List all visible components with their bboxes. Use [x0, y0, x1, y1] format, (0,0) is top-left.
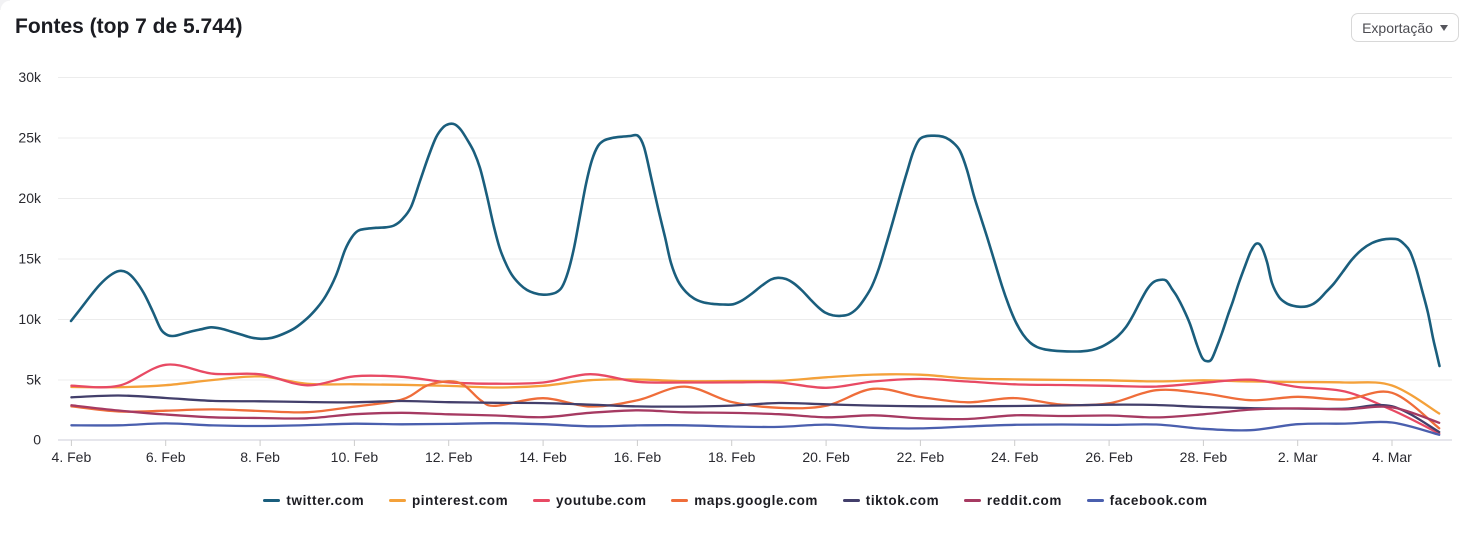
svg-text:5k: 5k: [26, 372, 42, 388]
svg-text:12. Feb: 12. Feb: [425, 449, 473, 465]
svg-text:15k: 15k: [18, 251, 42, 267]
svg-text:25k: 25k: [18, 130, 42, 146]
svg-text:20. Feb: 20. Feb: [802, 449, 850, 465]
svg-text:14. Feb: 14. Feb: [519, 449, 567, 465]
svg-text:0: 0: [33, 432, 41, 448]
svg-text:20k: 20k: [18, 190, 42, 206]
svg-text:8. Feb: 8. Feb: [240, 449, 280, 465]
svg-text:4. Mar: 4. Mar: [1372, 449, 1412, 465]
svg-text:24. Feb: 24. Feb: [991, 449, 1039, 465]
svg-text:10. Feb: 10. Feb: [331, 449, 379, 465]
svg-text:22. Feb: 22. Feb: [897, 449, 945, 465]
svg-text:16. Feb: 16. Feb: [614, 449, 662, 465]
svg-text:2. Mar: 2. Mar: [1278, 449, 1318, 465]
svg-text:10k: 10k: [18, 311, 42, 327]
svg-text:4. Feb: 4. Feb: [52, 449, 92, 465]
svg-text:18. Feb: 18. Feb: [708, 449, 756, 465]
svg-text:26. Feb: 26. Feb: [1085, 449, 1133, 465]
svg-text:30k: 30k: [18, 69, 42, 85]
svg-text:28. Feb: 28. Feb: [1180, 449, 1228, 465]
svg-text:6. Feb: 6. Feb: [146, 449, 186, 465]
